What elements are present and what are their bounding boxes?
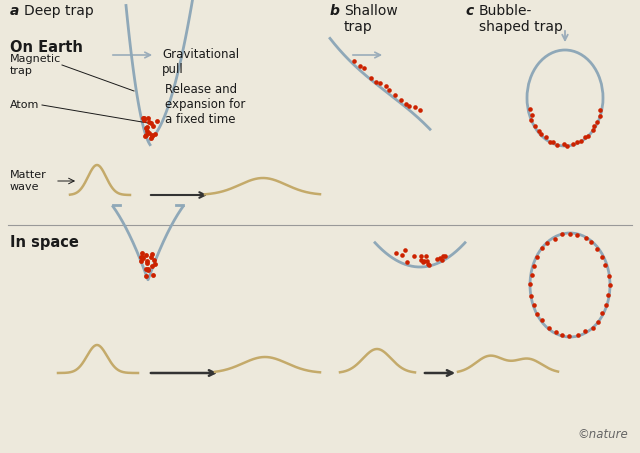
Text: Release and
expansion for
a fixed time: Release and expansion for a fixed time — [165, 83, 245, 126]
Text: In space: In space — [10, 235, 79, 250]
Text: Atom: Atom — [10, 100, 40, 110]
Text: Matter
wave: Matter wave — [10, 170, 47, 192]
Text: a: a — [10, 4, 19, 18]
Text: Deep trap: Deep trap — [24, 4, 93, 18]
Text: Magnetic
trap: Magnetic trap — [10, 54, 61, 76]
Text: c: c — [465, 4, 473, 18]
Text: b: b — [330, 4, 340, 18]
Text: On Earth: On Earth — [10, 40, 83, 55]
Text: Shallow
trap: Shallow trap — [344, 4, 397, 34]
Text: Bubble-
shaped trap: Bubble- shaped trap — [479, 4, 563, 34]
Text: Gravitational
pull: Gravitational pull — [162, 48, 239, 76]
Text: ©nature: ©nature — [577, 428, 628, 441]
